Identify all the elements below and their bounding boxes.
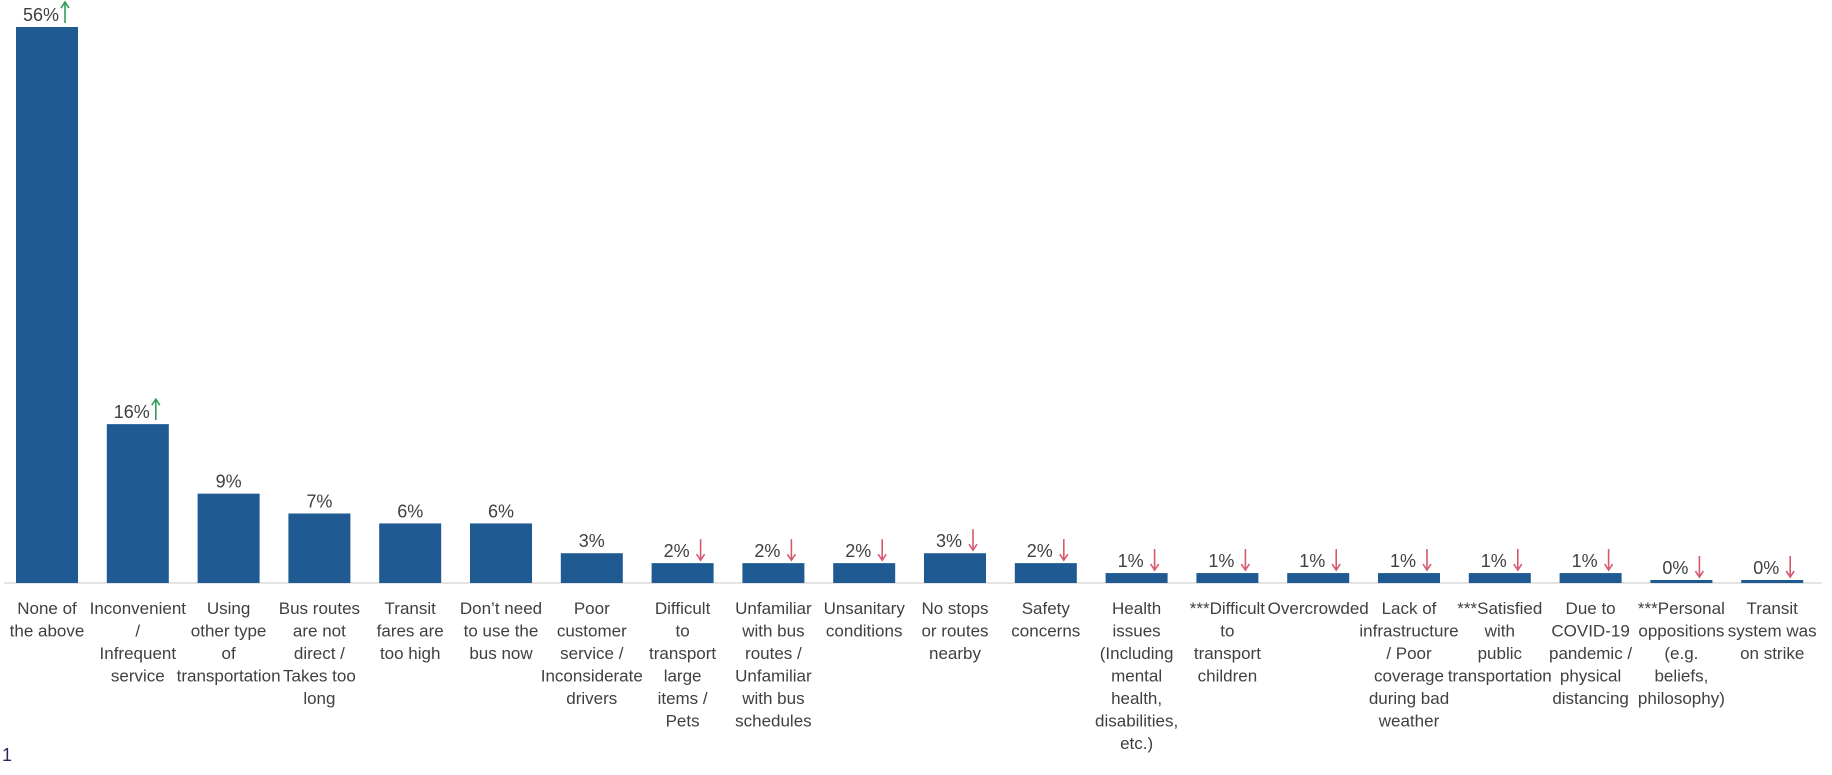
data-label: 7% xyxy=(306,492,332,512)
trend-down-arrow-icon xyxy=(1785,556,1795,579)
category-label: ***Personal oppositions (e.g. beliefs, philo… xyxy=(1638,599,1725,708)
data-label: 9% xyxy=(216,472,242,492)
bar xyxy=(1196,573,1259,583)
bar xyxy=(1650,580,1713,583)
data-label: 1% xyxy=(1299,551,1325,571)
bar xyxy=(560,553,623,583)
bar xyxy=(742,563,805,583)
bar xyxy=(1559,573,1622,583)
category-label: Using other type of transportation xyxy=(177,599,281,686)
bars-group xyxy=(16,27,1804,583)
data-label: 1% xyxy=(1118,551,1144,571)
data-label: 1% xyxy=(1208,551,1234,571)
bar xyxy=(1378,573,1440,583)
data-label: 3% xyxy=(936,531,962,551)
category-label: Unfamiliar with bus routes / Unfamiliar with… xyxy=(735,599,812,731)
data-label: 16% xyxy=(114,402,150,422)
trend-arrows-group xyxy=(60,0,1795,579)
trend-up-arrow-icon xyxy=(151,397,161,421)
bar xyxy=(379,523,442,583)
trend-down-arrow-icon xyxy=(695,539,706,562)
value-labels-group: 56% 16% 9% 7% 6% 6% 3% 2% 2% 2% 3% 2% 1% 1% 1% 1% 1% 1% 0%… xyxy=(23,5,1779,578)
data-label: 2% xyxy=(1027,541,1053,561)
bar xyxy=(288,513,351,583)
category-label: Bus routes are not direct / Takes too long xyxy=(279,599,360,708)
category-label: Transit fares are too high xyxy=(377,599,444,663)
data-label: 6% xyxy=(397,501,423,521)
trend-down-arrow-icon xyxy=(1694,556,1705,579)
trend-down-arrow-icon xyxy=(1240,549,1251,572)
trend-down-arrow-icon xyxy=(1422,549,1432,572)
category-label: None of the above xyxy=(10,599,85,641)
category-label: ***Satisfied with public transportation xyxy=(1448,599,1552,686)
category-label: Overcrowded xyxy=(1268,599,1369,618)
bar xyxy=(1741,580,1804,583)
category-label: No stops or routes nearby xyxy=(921,599,988,663)
bar xyxy=(106,424,169,583)
data-label: 1% xyxy=(1572,551,1598,571)
trend-down-arrow-icon xyxy=(1149,549,1160,572)
data-label: 1% xyxy=(1390,551,1416,571)
category-label: ***Difficult to transport children xyxy=(1190,599,1266,686)
trend-down-arrow-icon xyxy=(1513,549,1523,572)
bar xyxy=(924,553,986,583)
category-label: Lack of infrastructure / Poor coverage durin… xyxy=(1359,599,1458,731)
data-label: 2% xyxy=(845,541,871,561)
bar xyxy=(470,523,532,583)
trend-down-arrow-icon xyxy=(877,539,887,562)
data-label: 1% xyxy=(1481,551,1507,571)
trend-down-arrow-icon xyxy=(968,529,978,552)
data-label: 6% xyxy=(488,501,514,521)
bar xyxy=(16,27,78,583)
bar xyxy=(1105,573,1168,583)
category-label: Transit system was on strike xyxy=(1728,599,1817,663)
bar xyxy=(197,493,260,583)
data-label: 0% xyxy=(1753,558,1779,578)
data-label: 2% xyxy=(664,541,690,561)
trend-down-arrow-icon xyxy=(786,539,797,562)
data-label: 56% xyxy=(23,5,59,25)
bar xyxy=(1468,573,1531,583)
data-label: 2% xyxy=(754,541,780,561)
category-label: Health issues (Including mental health, disab… xyxy=(1095,599,1178,753)
category-label: Don’t need to use the bus now xyxy=(460,599,542,663)
category-label: Poor customer service / Inconsiderate driver… xyxy=(541,599,643,708)
trend-down-arrow-icon xyxy=(1331,549,1341,572)
trend-down-arrow-icon xyxy=(1059,539,1069,562)
bar xyxy=(651,563,714,583)
category-label: Safety concerns xyxy=(1011,599,1080,641)
category-label: Difficult to transport large items / Pets xyxy=(649,599,716,731)
data-label: 0% xyxy=(1662,558,1688,578)
trend-down-arrow-icon xyxy=(1603,549,1614,572)
data-label: 3% xyxy=(579,531,605,551)
bar xyxy=(833,563,896,583)
bar xyxy=(1287,573,1350,583)
footnote: 1 xyxy=(2,745,13,765)
category-label: Due to COVID-19 pandemic / physical distanci… xyxy=(1549,599,1632,708)
category-label: Inconvenient / Infrequent service xyxy=(90,599,187,686)
bar xyxy=(1014,563,1077,583)
category-label: Unsanitary conditions xyxy=(824,599,906,641)
trend-up-arrow-icon xyxy=(60,0,70,23)
